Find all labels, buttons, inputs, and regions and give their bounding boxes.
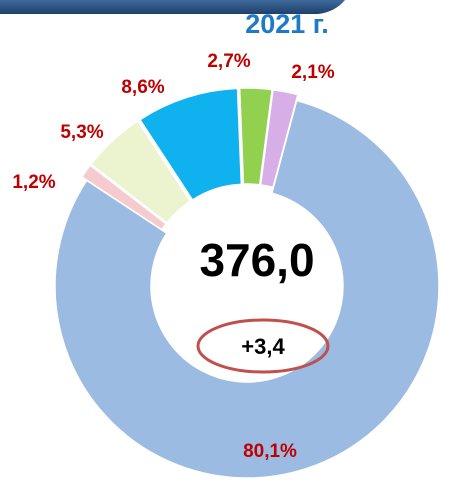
header-tab [0,0,345,14]
slice-label: 5,3% [60,122,103,143]
change-value: +3,4 [241,334,285,359]
slice-label: 8,6% [121,77,164,98]
donut [54,87,440,479]
donut-slice [138,87,243,202]
chart-title: 2021 г. [245,9,329,39]
change-highlight [196,318,330,374]
slice-label: 1,2% [12,172,55,193]
donut-slice [54,99,440,479]
slice-label: 2,7% [207,51,250,72]
center-value: 376,0 [199,234,314,286]
slice-label: 80,1% [243,441,297,462]
donut-slice [238,87,273,186]
donut-slice [80,164,168,231]
donut-slice [259,88,299,189]
donut-slice [89,119,192,224]
slice-label: 2,1% [291,62,334,83]
